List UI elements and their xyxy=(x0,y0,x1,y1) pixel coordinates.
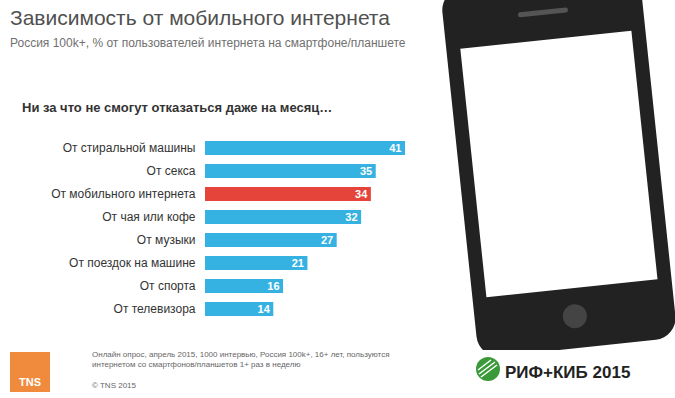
svg-text:От музыки: От музыки xyxy=(137,233,196,247)
svg-text:От мобильного интернета: От мобильного интернета xyxy=(51,187,196,201)
html-text:Зависимость от мобильного инте: Зависимость от мобильного интернета xyxy=(10,6,390,29)
svg-text:32: 32 xyxy=(345,211,357,223)
html-text:© TNS 2015: © TNS 2015 xyxy=(92,381,136,390)
html-text:РИФ+КИБ 2015: РИФ+КИБ 2015 xyxy=(505,363,631,382)
svg-text:От поездок на машине: От поездок на машине xyxy=(69,256,196,270)
html-text:Ни за что не смогут отказаться: Ни за что не смогут отказаться даже на м… xyxy=(22,100,333,115)
svg-text:От телевизора: От телевизора xyxy=(114,302,196,316)
svg-text:41: 41 xyxy=(389,142,401,154)
svg-text:От спорта: От спорта xyxy=(140,279,196,293)
svg-text:34: 34 xyxy=(355,188,368,200)
html-text:TNS: TNS xyxy=(19,376,41,388)
svg-text:От секса: От секса xyxy=(147,164,196,178)
svg-text:14: 14 xyxy=(258,303,271,315)
svg-text:21: 21 xyxy=(292,257,304,269)
svg-text:35: 35 xyxy=(360,165,372,177)
html-text:Россия 100k+, % от пользовател: Россия 100k+, % от пользователей интерне… xyxy=(10,36,406,50)
svg-text:От чая или кофе: От чая или кофе xyxy=(102,210,196,224)
svg-text:От стиральной машины: От стиральной машины xyxy=(63,141,196,155)
svg-text:27: 27 xyxy=(321,234,333,246)
svg-text:16: 16 xyxy=(267,280,279,292)
html-text:Онлайн опрос, апрель 2015, 100: Онлайн опрос, апрель 2015, 1000 интервью… xyxy=(92,350,390,369)
